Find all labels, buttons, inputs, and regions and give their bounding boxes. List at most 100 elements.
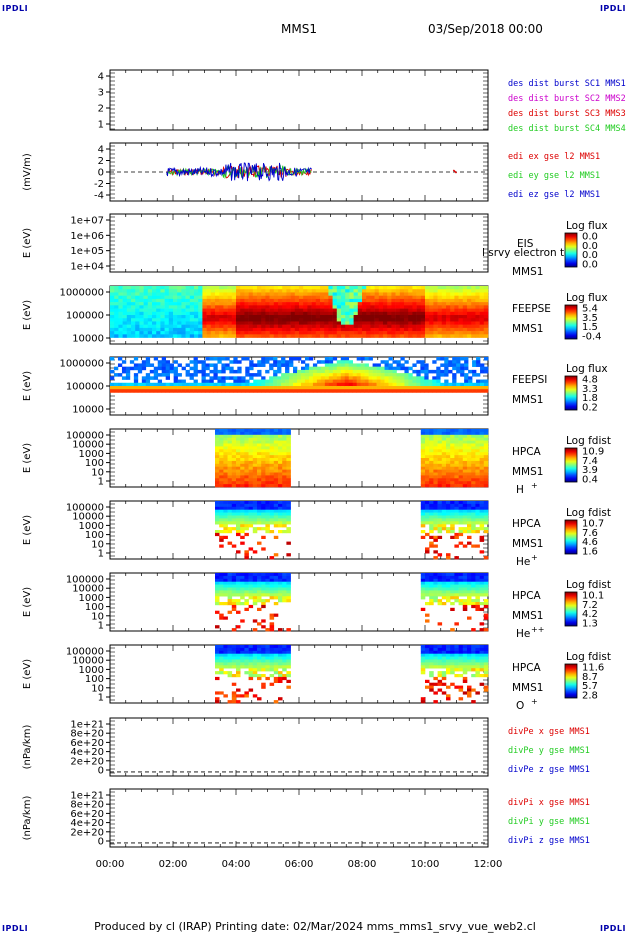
spectrogram-cell bbox=[261, 665, 266, 669]
spectrogram-cell bbox=[282, 458, 287, 462]
spectrogram-cell bbox=[237, 386, 242, 390]
spectrogram-cell bbox=[290, 302, 296, 306]
spectrogram-cell bbox=[471, 645, 476, 649]
legend-entry: des dist burst SC1 MMS1 bbox=[508, 79, 626, 89]
spectrogram-cell bbox=[223, 665, 228, 669]
spectrogram-cell bbox=[454, 590, 459, 594]
spectrogram-cell bbox=[357, 327, 363, 332]
spectrogram-cell bbox=[454, 315, 459, 319]
spectrogram-cell bbox=[219, 506, 224, 510]
spectrogram-cell bbox=[446, 647, 451, 652]
spectrogram-cell bbox=[433, 292, 438, 296]
spectrogram-cell bbox=[432, 369, 437, 374]
spectrogram-cell bbox=[252, 466, 258, 470]
spectrogram-cell bbox=[147, 286, 153, 290]
spectrogram-cell bbox=[173, 386, 178, 390]
spectrogram-cell bbox=[299, 334, 304, 338]
spectrogram-cell bbox=[257, 386, 262, 390]
spectrogram-cell bbox=[475, 662, 480, 666]
instrument-label: HPCA bbox=[512, 662, 542, 674]
spectrogram-cell bbox=[282, 668, 287, 672]
spectrogram-cell bbox=[468, 369, 473, 374]
spectrogram-cell bbox=[257, 463, 262, 467]
spectrogram-cell bbox=[391, 292, 396, 296]
spectrogram-cell bbox=[420, 590, 426, 594]
spectrogram-cell bbox=[215, 460, 220, 465]
spectrogram-cell bbox=[328, 315, 333, 319]
spectrogram-cell bbox=[236, 455, 241, 459]
spectrogram-cell bbox=[429, 682, 434, 686]
spectrogram-cell bbox=[219, 544, 224, 548]
spectrogram-cell bbox=[202, 286, 207, 290]
spectrogram-cell bbox=[223, 575, 228, 580]
spectrogram-cell bbox=[110, 295, 115, 300]
spectrogram-cell bbox=[236, 503, 241, 508]
spectrogram-cell bbox=[299, 298, 304, 303]
spectrogram-cell bbox=[277, 360, 282, 364]
spectrogram-cell bbox=[320, 308, 325, 313]
spectrogram-cell bbox=[244, 455, 249, 459]
spectrogram-cell bbox=[219, 521, 224, 525]
spectrogram-cell bbox=[376, 373, 381, 377]
spectrogram-cell bbox=[164, 318, 170, 322]
spectrogram-cell bbox=[137, 389, 143, 393]
spectrogram-cell bbox=[425, 431, 430, 436]
y-tick-label: 1000 bbox=[79, 665, 104, 676]
spectrogram-cell bbox=[129, 386, 135, 390]
spectrogram-cell bbox=[328, 331, 333, 335]
spectrogram-cell bbox=[278, 515, 283, 519]
y-tick-label: 100 bbox=[85, 458, 104, 469]
spectrogram-cell bbox=[219, 578, 224, 582]
spectrogram-cell bbox=[117, 382, 123, 387]
spectrogram-cell bbox=[265, 676, 270, 681]
spectrogram-cell bbox=[273, 286, 279, 290]
spectrogram-cell bbox=[437, 292, 443, 296]
spectrogram-cell bbox=[446, 645, 451, 649]
spectrogram-cell bbox=[221, 363, 226, 367]
spectrogram-cell bbox=[286, 628, 291, 632]
spectrogram-cell bbox=[265, 434, 270, 438]
spectrogram-cell bbox=[475, 440, 480, 444]
spectrogram-cell bbox=[185, 286, 191, 290]
spectrogram-cell bbox=[117, 386, 123, 390]
spectrogram-cell bbox=[404, 302, 409, 306]
spectrogram-cell bbox=[454, 647, 459, 652]
spectrogram-cell bbox=[202, 334, 207, 338]
spectrogram-cell bbox=[433, 509, 438, 513]
spectrogram-cell bbox=[273, 382, 278, 387]
spectrogram-cell bbox=[348, 363, 354, 367]
spectrogram-cell bbox=[446, 308, 451, 313]
spectrogram-cell bbox=[221, 389, 226, 393]
spectrogram-cell bbox=[244, 501, 249, 505]
spectrogram-cell bbox=[462, 308, 468, 313]
spectrogram-cell bbox=[441, 691, 447, 695]
spectrogram-cell bbox=[454, 521, 459, 525]
spectrogram-cell bbox=[244, 518, 249, 522]
spectrogram-cell bbox=[341, 298, 346, 303]
spectrogram-cell bbox=[450, 535, 455, 539]
spectrogram-cell bbox=[364, 386, 369, 390]
spectrogram-cell bbox=[420, 671, 426, 675]
spectrogram-cell bbox=[265, 668, 270, 672]
spectrogram-cell bbox=[467, 659, 472, 663]
spectrogram-cell bbox=[189, 311, 195, 316]
spectrogram-cell bbox=[471, 478, 476, 482]
spectrogram-cell bbox=[290, 311, 296, 316]
spectrogram-cell bbox=[471, 501, 476, 505]
spectrogram-cell bbox=[458, 650, 464, 654]
spectrogram-cell bbox=[437, 437, 443, 441]
spectrogram-cell bbox=[157, 366, 163, 371]
spectrogram-cell bbox=[420, 584, 426, 588]
spectrogram-cell bbox=[244, 437, 249, 441]
spectrogram-cell bbox=[143, 315, 149, 319]
spectrogram-cell bbox=[433, 512, 438, 516]
spectrogram-cell bbox=[261, 619, 266, 623]
spectrogram-cell bbox=[139, 295, 144, 300]
spectrogram-cell bbox=[233, 369, 238, 374]
spectrogram-cell bbox=[446, 305, 451, 309]
spectrogram-cell bbox=[236, 458, 241, 462]
spectrogram-cell bbox=[185, 318, 191, 322]
spectrogram-cell bbox=[475, 674, 480, 678]
spectrogram-cell bbox=[388, 382, 393, 387]
